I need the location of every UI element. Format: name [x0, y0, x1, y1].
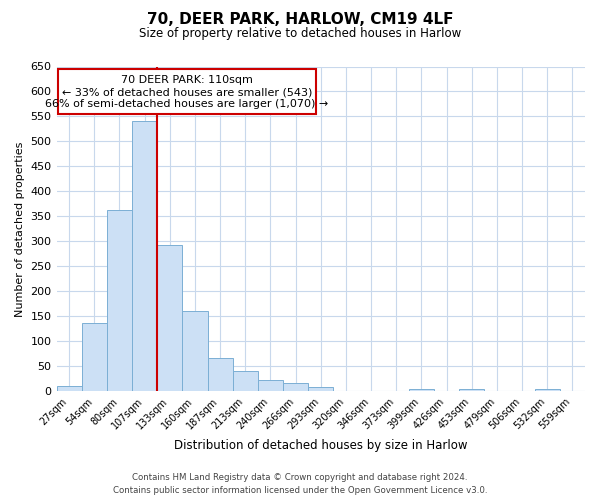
- Bar: [258, 380, 283, 392]
- Text: 66% of semi-detached houses are larger (1,070) →: 66% of semi-detached houses are larger (…: [45, 99, 328, 109]
- Bar: [132, 122, 157, 392]
- FancyBboxPatch shape: [58, 69, 316, 114]
- Bar: [157, 245, 182, 392]
- Text: 70, DEER PARK, HARLOW, CM19 4LF: 70, DEER PARK, HARLOW, CM19 4LF: [147, 12, 453, 28]
- Bar: [233, 372, 258, 392]
- Bar: [208, 358, 233, 392]
- Bar: [82, 323, 107, 392]
- Text: Contains HM Land Registry data © Crown copyright and database right 2024.
Contai: Contains HM Land Registry data © Crown c…: [113, 474, 487, 495]
- Bar: [182, 312, 208, 392]
- Bar: [459, 389, 484, 392]
- Bar: [107, 210, 132, 392]
- Text: Size of property relative to detached houses in Harlow: Size of property relative to detached ho…: [139, 28, 461, 40]
- Bar: [308, 387, 334, 392]
- Bar: [409, 389, 434, 392]
- Bar: [56, 386, 82, 392]
- X-axis label: Distribution of detached houses by size in Harlow: Distribution of detached houses by size …: [174, 440, 467, 452]
- Y-axis label: Number of detached properties: Number of detached properties: [15, 142, 25, 316]
- Text: ← 33% of detached houses are smaller (543): ← 33% of detached houses are smaller (54…: [62, 88, 312, 98]
- Bar: [283, 384, 308, 392]
- Text: 70 DEER PARK: 110sqm: 70 DEER PARK: 110sqm: [121, 75, 253, 85]
- Bar: [535, 389, 560, 392]
